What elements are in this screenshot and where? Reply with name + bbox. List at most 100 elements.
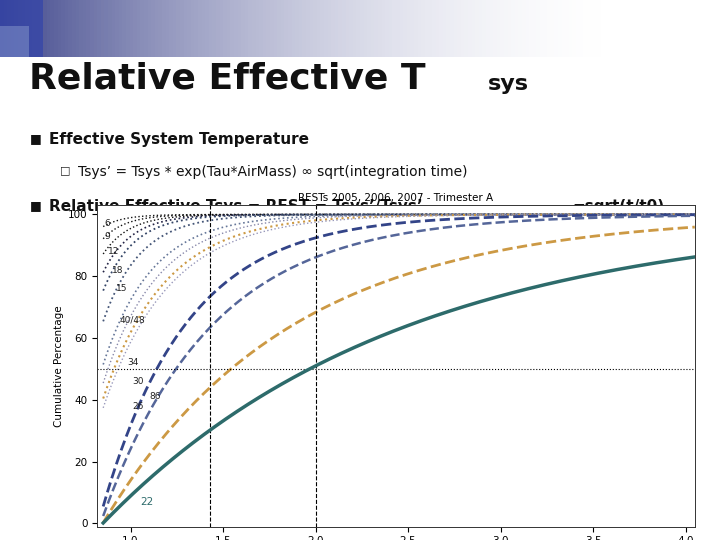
Bar xyxy=(245,0,248,57)
Bar xyxy=(220,0,223,57)
Bar xyxy=(450,0,454,57)
Bar xyxy=(126,0,130,57)
Bar xyxy=(223,0,227,57)
Bar xyxy=(425,0,428,57)
Bar xyxy=(209,0,212,57)
Bar xyxy=(677,0,680,57)
Bar xyxy=(486,0,490,57)
Bar xyxy=(464,0,468,57)
Bar xyxy=(396,0,400,57)
Bar xyxy=(378,0,382,57)
Bar xyxy=(101,0,104,57)
Bar xyxy=(374,0,378,57)
Text: 6: 6 xyxy=(104,219,110,228)
Text: 34: 34 xyxy=(127,358,138,367)
Bar xyxy=(346,0,349,57)
Bar xyxy=(277,0,281,57)
Bar xyxy=(256,0,259,57)
Bar xyxy=(605,0,608,57)
Bar xyxy=(598,0,601,57)
Bar xyxy=(184,0,187,57)
Bar xyxy=(306,0,310,57)
Bar xyxy=(299,0,302,57)
Text: ■: ■ xyxy=(30,199,42,212)
Text: Relative Effective T: Relative Effective T xyxy=(29,62,426,96)
Bar xyxy=(558,0,562,57)
Text: □: □ xyxy=(60,165,71,176)
Bar xyxy=(130,0,133,57)
Bar xyxy=(702,0,706,57)
Bar xyxy=(324,0,328,57)
Bar xyxy=(504,0,508,57)
Bar xyxy=(0,25,29,57)
Bar xyxy=(50,0,54,57)
Bar xyxy=(695,0,698,57)
Bar xyxy=(288,0,292,57)
Bar xyxy=(457,0,461,57)
Bar xyxy=(680,0,684,57)
Text: 26: 26 xyxy=(132,402,144,410)
Bar xyxy=(353,0,356,57)
Bar xyxy=(43,0,47,57)
Bar xyxy=(590,0,594,57)
Bar xyxy=(644,0,648,57)
Bar xyxy=(68,0,72,57)
Bar xyxy=(281,0,284,57)
Bar xyxy=(180,0,184,57)
Bar xyxy=(637,0,641,57)
Bar xyxy=(511,0,515,57)
Bar xyxy=(385,0,389,57)
Bar xyxy=(648,0,652,57)
Bar xyxy=(360,0,364,57)
Bar xyxy=(500,0,504,57)
Bar xyxy=(90,0,94,57)
Bar xyxy=(320,0,324,57)
Bar xyxy=(403,0,407,57)
Bar xyxy=(684,0,688,57)
Text: Best: Best xyxy=(549,206,575,217)
Bar xyxy=(472,0,475,57)
Bar xyxy=(0,0,43,57)
Bar xyxy=(634,0,637,57)
Title: RESTs 2005, 2006, 2007 - Trimester A: RESTs 2005, 2006, 2007 - Trimester A xyxy=(298,193,494,203)
Bar xyxy=(716,0,720,57)
Y-axis label: Cumulative Percentage: Cumulative Percentage xyxy=(54,305,63,427)
Bar xyxy=(162,0,166,57)
Bar xyxy=(284,0,288,57)
Bar xyxy=(421,0,425,57)
Bar xyxy=(187,0,191,57)
Bar xyxy=(652,0,655,57)
Bar xyxy=(688,0,691,57)
Text: 15: 15 xyxy=(116,284,127,293)
Bar xyxy=(148,0,151,57)
Bar xyxy=(227,0,230,57)
Bar xyxy=(40,0,43,57)
Bar xyxy=(706,0,709,57)
Bar xyxy=(461,0,464,57)
Bar xyxy=(25,0,29,57)
Bar xyxy=(670,0,673,57)
Bar xyxy=(439,0,443,57)
Text: 12: 12 xyxy=(108,247,120,256)
Bar xyxy=(122,0,126,57)
Bar xyxy=(446,0,450,57)
Bar xyxy=(86,0,90,57)
Bar xyxy=(565,0,569,57)
Bar xyxy=(104,0,108,57)
Bar xyxy=(248,0,252,57)
Bar xyxy=(338,0,342,57)
Bar xyxy=(7,0,11,57)
Bar xyxy=(191,0,194,57)
Text: Tsys’ = Tsys * exp(Tau*AirMass) ∞ sqrt(integration time): Tsys’ = Tsys * exp(Tau*AirMass) ∞ sqrt(i… xyxy=(78,165,467,179)
Bar xyxy=(410,0,414,57)
Bar xyxy=(482,0,486,57)
Bar xyxy=(475,0,479,57)
Bar xyxy=(493,0,497,57)
Bar xyxy=(115,0,119,57)
Bar xyxy=(295,0,299,57)
Bar xyxy=(169,0,173,57)
Bar xyxy=(540,0,544,57)
Bar xyxy=(601,0,605,57)
Text: ■: ■ xyxy=(30,132,42,145)
Bar xyxy=(238,0,241,57)
